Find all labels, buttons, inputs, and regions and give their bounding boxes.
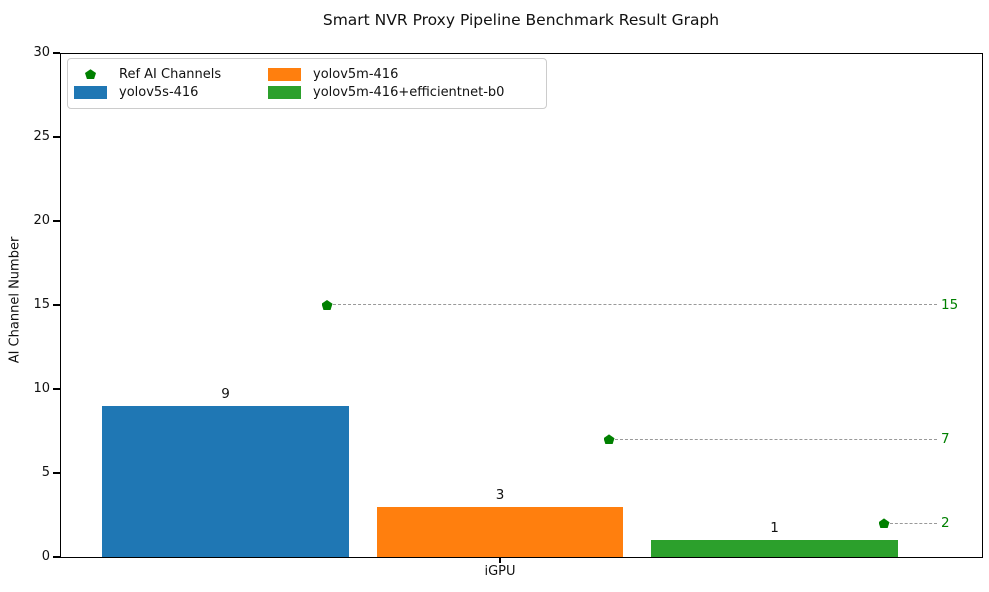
- legend-label: yolov5m-416+efficientnet-b0: [313, 85, 505, 101]
- y-tick-mark: [53, 388, 60, 390]
- bar-yolov5s-416: [102, 405, 349, 557]
- legend-swatch-icon: [268, 86, 301, 100]
- bar-value-label: 9: [221, 385, 230, 402]
- legend-swatch-icon: [268, 67, 301, 81]
- bar-value-label: 1: [770, 520, 779, 537]
- y-tick-label: 25: [33, 129, 50, 144]
- y-tick-label: 20: [33, 213, 50, 228]
- y-tick-mark: [53, 304, 60, 306]
- ref-dashed-line: [890, 522, 937, 524]
- chart-title: Smart NVR Proxy Pipeline Benchmark Resul…: [322, 11, 720, 29]
- legend-handle-box: [74, 69, 107, 80]
- y-tick-mark: [53, 556, 60, 558]
- legend-item-ref-ai-channels: Ref AI Channels: [74, 68, 268, 81]
- legend-label: yolov5s-416: [119, 85, 199, 101]
- ref-marker-pentagon-icon: [603, 434, 615, 445]
- y-tick-mark: [53, 472, 60, 474]
- ref-dashed-line: [333, 304, 937, 306]
- x-tick-mark: [499, 558, 501, 563]
- ref-marker-pentagon-icon: [878, 518, 890, 529]
- y-tick-mark: [53, 136, 60, 138]
- legend: Ref AI Channels yolov5s-416 yolov5m-416 yol…: [67, 58, 547, 109]
- legend-item-yolov5m-416-efficientnet-b0: yolov5m-416+efficientnet-b0: [268, 85, 540, 101]
- y-tick-mark: [53, 220, 60, 222]
- bar-value-label: 3: [495, 486, 505, 503]
- legend-label: Ref AI Channels: [119, 66, 222, 82]
- ref-dashed-line: [615, 438, 937, 440]
- ref-value-label: 7: [941, 430, 950, 447]
- legend-item-yolov5m-416: yolov5m-416: [268, 66, 540, 82]
- y-tick-label: 30: [33, 45, 50, 60]
- ref-marker-pentagon-icon: [321, 300, 333, 310]
- x-tick-label-igpu: iGPU: [484, 564, 516, 579]
- legend-label: yolov5m-416: [313, 66, 399, 82]
- y-tick-label: 15: [33, 297, 50, 312]
- legend-item-yolov5s-416: yolov5s-416: [74, 85, 268, 101]
- y-tick-label: 5: [41, 465, 50, 480]
- legend-swatch-icon: [74, 86, 107, 100]
- bar-yolov5m-416+efficientnet-b0: [651, 540, 898, 557]
- y-tick-label: 10: [33, 381, 50, 396]
- ref-value-label: 2: [941, 514, 950, 531]
- y-tick-label: 0: [41, 549, 50, 564]
- legend-pentagon-icon: [85, 69, 96, 80]
- ref-value-label: 15: [941, 296, 959, 313]
- y-tick-mark: [53, 52, 60, 54]
- bar-yolov5m-416: [377, 506, 623, 557]
